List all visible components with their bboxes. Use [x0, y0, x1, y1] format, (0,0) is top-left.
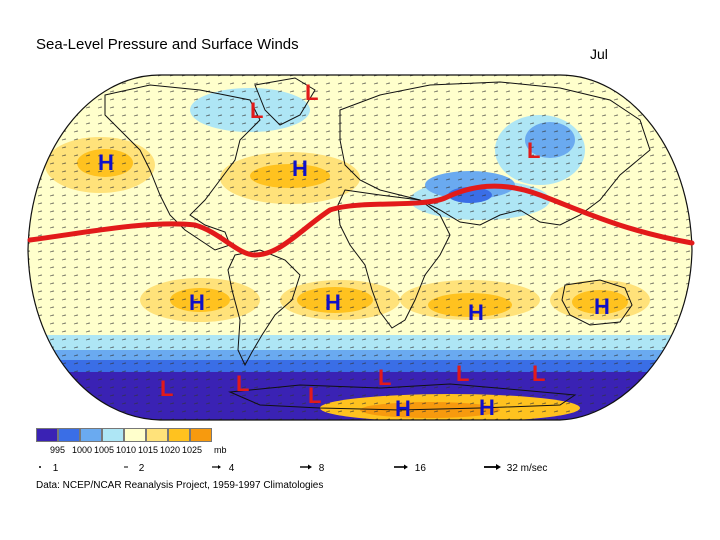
wind-legend-item: 2 — [122, 463, 144, 474]
low-pressure-marker: L — [378, 365, 392, 390]
high-pressure-marker: H — [395, 396, 411, 421]
colorbar-label: 1025 — [182, 445, 203, 455]
wind-arrow-icon — [39, 466, 41, 468]
low-pressure-marker: L — [532, 361, 546, 386]
high-pressure-marker: H — [98, 150, 114, 175]
low-pressure-marker: L — [305, 80, 319, 105]
wind-arrow-icon — [300, 464, 312, 470]
month-label: Jul — [590, 46, 608, 62]
low-pressure-marker: L — [456, 361, 470, 386]
globe-outline — [27, 74, 693, 421]
colorbar-label: 1015 — [138, 445, 159, 455]
low-pressure-marker: L — [308, 383, 322, 408]
colorbar-swatch — [36, 428, 58, 442]
colorbar-swatch — [58, 428, 80, 442]
colorbar-swatch — [124, 428, 146, 442]
high-pressure-marker: H — [189, 290, 205, 315]
high-pressure-marker: H — [325, 290, 341, 315]
low-pressure-marker: L — [250, 98, 264, 123]
colorbar-label: 995 — [50, 445, 66, 455]
map-title: Sea-Level Pressure and Surface Winds — [36, 36, 299, 53]
pressure-colorbar — [36, 428, 212, 442]
colorbar-label: 1005 — [94, 445, 115, 455]
high-pressure-marker: H — [594, 294, 610, 319]
wind-legend-item: 8 — [298, 463, 324, 474]
colorbar-swatch — [102, 428, 124, 442]
low-pressure-marker: L — [527, 138, 541, 163]
pressure-field — [28, 75, 692, 420]
colorbar-swatch — [190, 428, 212, 442]
wind-arrow-icon — [212, 465, 221, 469]
colorbar-swatch — [146, 428, 168, 442]
high-pressure-marker: H — [468, 300, 484, 325]
wind-arrow-icon — [394, 464, 408, 470]
wind-legend-item: 16 — [392, 463, 426, 474]
data-source-note: Data: NCEP/NCAR Reanalysis Project, 1959… — [36, 480, 324, 491]
colorbar-unit: mb — [214, 445, 227, 455]
wind-arrow-icon — [484, 464, 501, 470]
wind-legend-item: 4 — [210, 463, 234, 474]
high-pressure-marker: H — [479, 395, 495, 420]
colorbar-label: 1000 — [72, 445, 93, 455]
wind-legend-item: 1 — [36, 463, 58, 474]
low-pressure-marker: L — [160, 376, 174, 401]
high-pressure-marker: H — [292, 156, 308, 181]
colorbar-label: 1010 — [116, 445, 137, 455]
wind-legend-item: 32 m/sec — [482, 463, 547, 474]
itcz-line — [27, 183, 695, 258]
low-pressure-marker: L — [236, 371, 250, 396]
colorbar-label: 1020 — [160, 445, 181, 455]
colorbar-swatch — [168, 428, 190, 442]
colorbar-swatch — [80, 428, 102, 442]
wind-arrow-icon — [124, 466, 128, 468]
coastlines — [104, 77, 651, 411]
